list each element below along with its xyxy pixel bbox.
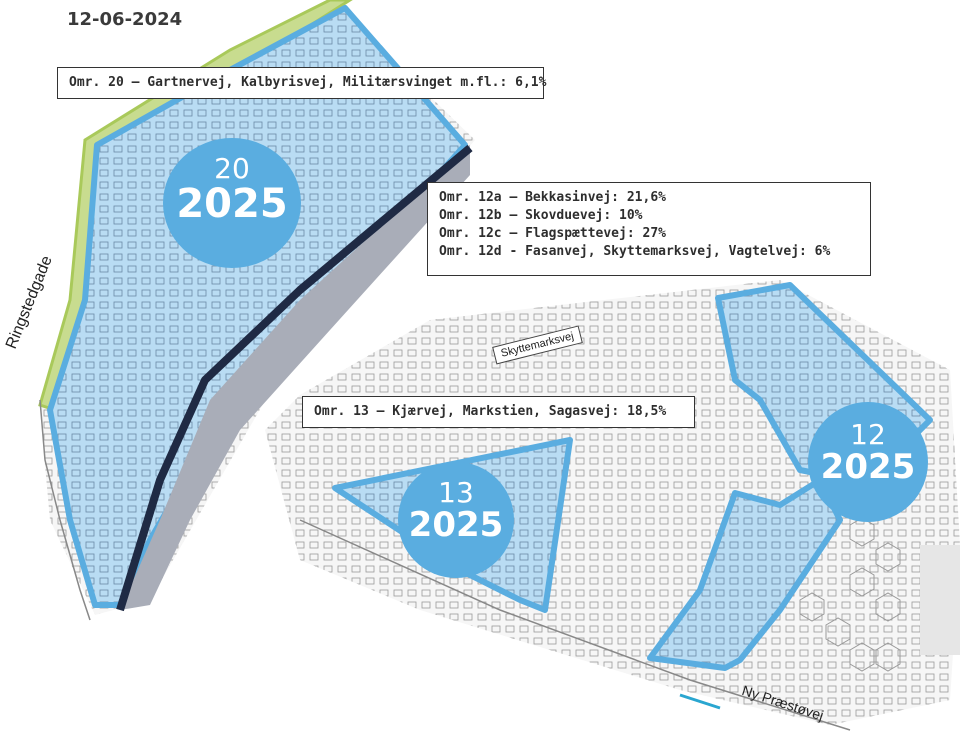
edge-block xyxy=(920,545,960,655)
badge-12-number: 12 xyxy=(850,418,886,451)
info-box-omr20: Omr. 20 – Gartnervej, Kalbyrisvej, Milit… xyxy=(57,67,547,99)
info-omr12d-text: Omr. 12d - Fasanvej, Skyttemarksvej, Vag… xyxy=(439,244,831,259)
date-label: 12-06-2024 xyxy=(67,9,183,30)
badge-13-year: 2025 xyxy=(408,505,504,545)
area-12-lower[interactable] xyxy=(647,477,843,671)
info-omr12a-text: Omr. 12a – Bekkasinvej: 21,6% xyxy=(439,190,666,205)
road-cyan-segment xyxy=(679,693,721,710)
info-box-omr13: Omr. 13 – Kjærvej, Markstien, Sagasvej: … xyxy=(302,396,695,428)
badge-area-13[interactable]: 13 2025 xyxy=(398,462,514,578)
info-omr20-text: Omr. 20 – Gartnervej, Kalbyrisvej, Milit… xyxy=(69,75,547,90)
road-ny-praestoevej xyxy=(299,519,851,731)
info-omr12b-text: Omr. 12b – Skovduevej: 10% xyxy=(439,208,643,223)
badge-12-year: 2025 xyxy=(820,447,916,487)
badge-13-number: 13 xyxy=(438,476,474,509)
railway-embankment xyxy=(120,145,470,610)
badge-area-12[interactable]: 12 2025 xyxy=(808,402,928,522)
railway-line xyxy=(116,144,473,612)
hexagon-buildings xyxy=(799,517,901,672)
info-omr12c-text: Omr. 12c – Flagspættevej: 27% xyxy=(439,226,666,241)
info-box-omr12: Omr. 12a – Bekkasinvej: 21,6% Omr. 12b –… xyxy=(427,182,871,276)
badge-20-number: 20 xyxy=(214,152,250,185)
info-omr13-text: Omr. 13 – Kjærvej, Markstien, Sagasvej: … xyxy=(314,404,667,419)
badge-area-20[interactable]: 20 2025 xyxy=(163,138,301,268)
road-ringstedgade xyxy=(39,399,91,621)
badge-20-year: 2025 xyxy=(176,181,288,227)
